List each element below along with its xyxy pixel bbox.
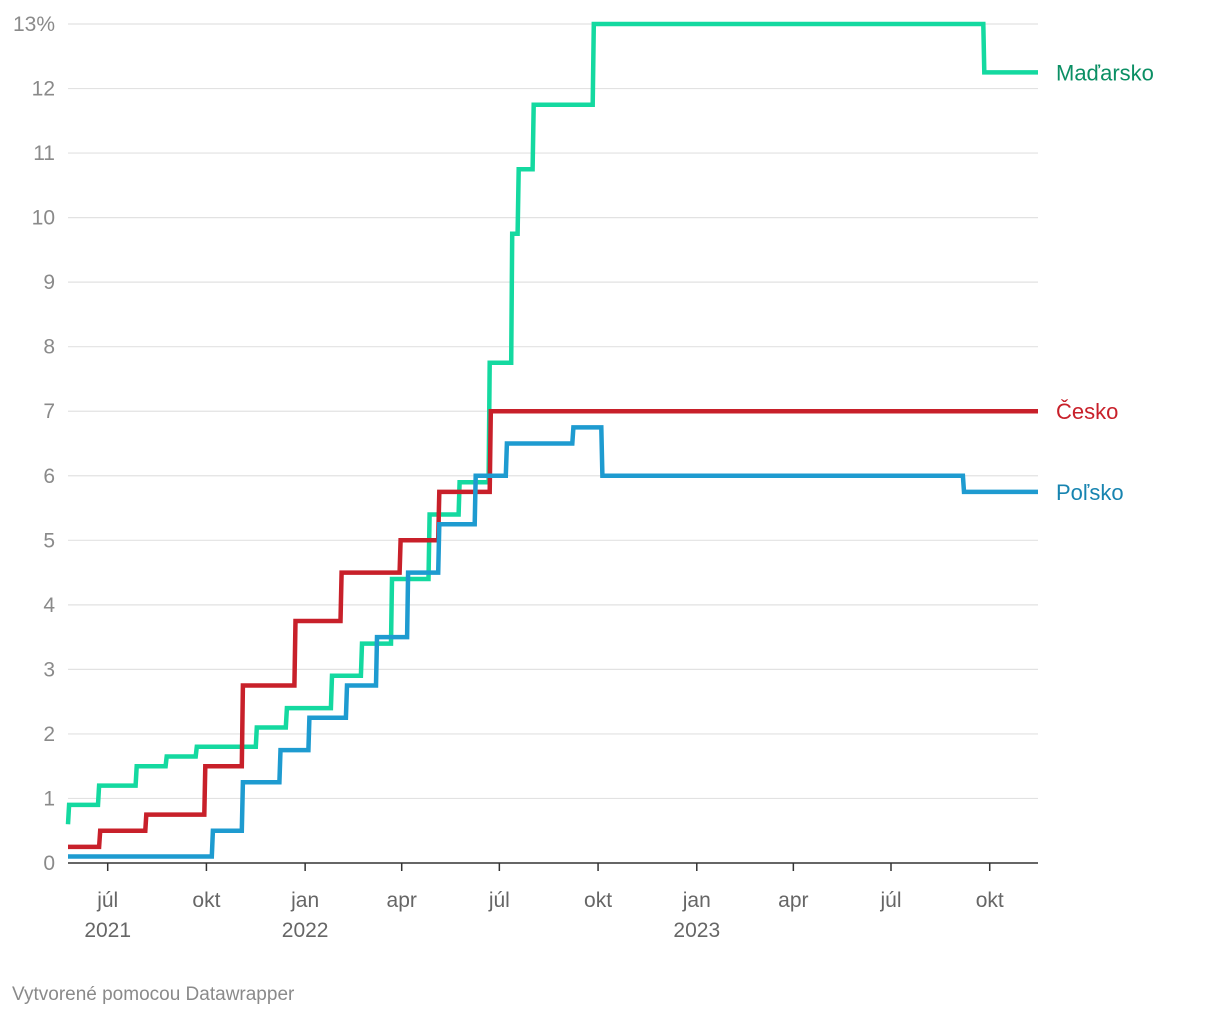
series-line bbox=[68, 408, 1038, 850]
series-label: Česko bbox=[1056, 399, 1118, 424]
x-axis: júl 2021 okt jan 2022 apr júl okt jan 2023 apr júl o… bbox=[68, 862, 1038, 942]
x-tick-label: júl bbox=[879, 889, 901, 912]
y-tick-label: 8 bbox=[43, 336, 55, 359]
x-tick-label: jan bbox=[290, 889, 319, 912]
x-tick-label: júl bbox=[96, 889, 118, 912]
x-tick-year-label: 2021 bbox=[84, 919, 131, 942]
series-line bbox=[65, 21, 1038, 825]
y-tick-label: 0 bbox=[43, 852, 55, 875]
x-tick-label: okt bbox=[584, 889, 612, 912]
x-tick-year-label: 2022 bbox=[282, 919, 329, 942]
y-tick-label: 11 bbox=[33, 142, 55, 165]
series-label: Maďarsko bbox=[1056, 60, 1154, 85]
x-tick-year-label: 2023 bbox=[673, 919, 720, 942]
y-tick-label: 12 bbox=[32, 78, 55, 101]
y-tick-label: 7 bbox=[43, 400, 55, 423]
y-tick-label: 3 bbox=[43, 658, 55, 681]
y-tick-label: 9 bbox=[43, 271, 55, 294]
x-tick-label: apr bbox=[387, 889, 417, 912]
x-tick-label: jan bbox=[682, 889, 711, 912]
y-tick-label: 4 bbox=[43, 594, 55, 617]
series-line bbox=[68, 425, 1038, 859]
y-tick-label: 6 bbox=[43, 465, 55, 488]
x-tick-label: okt bbox=[976, 889, 1004, 912]
x-tick-label: júl bbox=[488, 889, 510, 912]
y-tick-label: 5 bbox=[43, 529, 55, 552]
y-tick-label: 1 bbox=[43, 787, 55, 810]
y-tick-label: 10 bbox=[32, 207, 55, 230]
y-tick-label: 2 bbox=[43, 723, 55, 746]
series-label: Poľsko bbox=[1056, 480, 1124, 505]
credit-text: Vytvorené pomocou Datawrapper bbox=[12, 984, 295, 1005]
series-lines bbox=[65, 21, 1038, 859]
series-labels: Maďarsko Česko Poľsko bbox=[1056, 60, 1154, 505]
x-tick-label: apr bbox=[778, 889, 808, 912]
y-tick-label: 13% bbox=[13, 13, 55, 36]
x-tick-label: okt bbox=[192, 889, 220, 912]
